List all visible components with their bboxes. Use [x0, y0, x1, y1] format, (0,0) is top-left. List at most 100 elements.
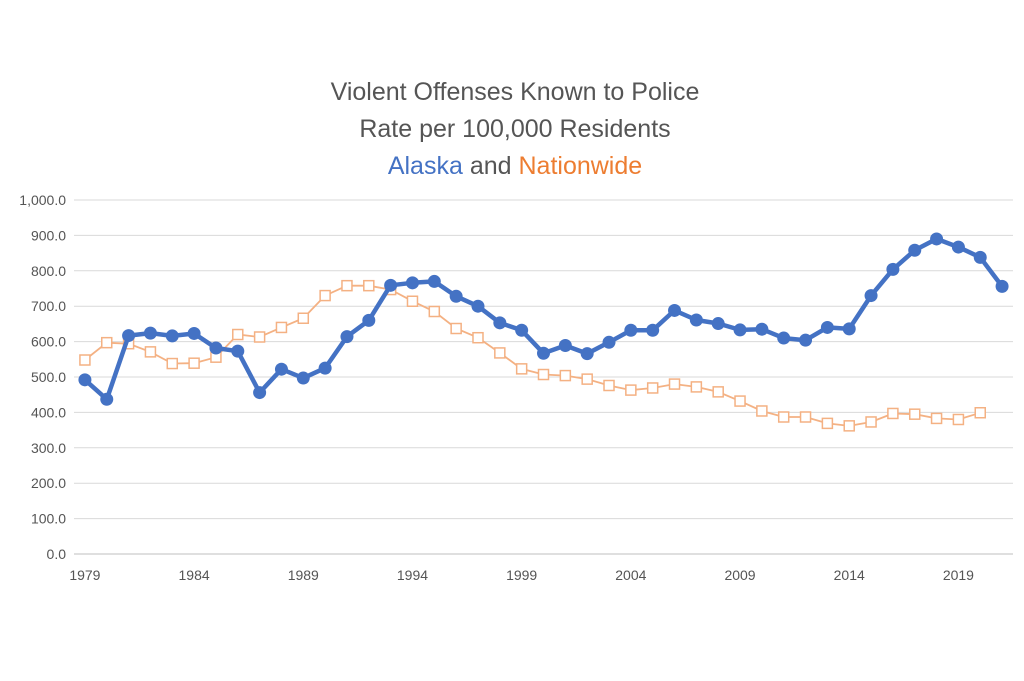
point-alaska	[296, 371, 310, 385]
point-nationwide	[974, 407, 986, 419]
point-alaska	[711, 317, 725, 331]
point-nationwide	[144, 346, 157, 358]
y-tick-label: 100.0	[31, 511, 66, 527]
point-nationwide	[712, 386, 724, 398]
point-nationwide	[297, 312, 310, 324]
point-nationwide	[319, 289, 331, 302]
y-tick-label: 500.0	[31, 369, 66, 385]
point-alaska	[209, 341, 223, 355]
point-alaska	[951, 240, 965, 254]
point-alaska	[231, 344, 245, 358]
point-alaska	[689, 313, 703, 327]
point-nationwide	[166, 357, 179, 370]
point-nationwide	[406, 295, 419, 307]
point-alaska	[733, 323, 747, 337]
chart-subtitle: Rate per 100,000 Residents	[359, 115, 671, 143]
y-tick-label: 800.0	[31, 263, 66, 279]
x-tick-label: 2009	[724, 567, 755, 583]
point-alaska	[100, 392, 114, 406]
series	[78, 232, 1009, 432]
point-nationwide	[930, 412, 943, 425]
point-nationwide	[275, 321, 288, 334]
point-alaska	[384, 278, 398, 292]
point-alaska	[930, 232, 944, 246]
point-alaska	[602, 335, 616, 349]
x-tick-label: 2014	[834, 567, 865, 583]
point-alaska	[78, 373, 92, 387]
point-nationwide	[494, 347, 506, 359]
point-nationwide	[253, 331, 266, 343]
point-nationwide	[559, 369, 572, 382]
y-tick-label: 1,000.0	[19, 192, 66, 208]
point-nationwide	[865, 416, 877, 428]
point-nationwide	[756, 405, 768, 417]
point-nationwide	[908, 408, 921, 420]
point-nationwide	[472, 331, 484, 344]
y-tick-label: 900.0	[31, 227, 66, 243]
point-alaska	[646, 323, 660, 337]
point-alaska	[668, 303, 682, 317]
point-alaska	[253, 386, 267, 400]
point-nationwide	[428, 305, 441, 318]
x-tick-label: 2019	[943, 567, 974, 583]
tick-labels: 0.0 100.0 200.0 300.0 400.0 500.0 600.0 700.0 80…	[19, 192, 974, 583]
point-nationwide	[952, 413, 965, 426]
y-tick-label: 200.0	[31, 475, 66, 491]
legend-alaska: Alaska	[387, 152, 463, 180]
chart-title-block: Violent Offenses Known to Police Rate pe…	[0, 74, 1024, 185]
point-alaska	[122, 329, 136, 343]
point-nationwide	[515, 363, 528, 375]
point-alaska	[427, 274, 441, 288]
point-nationwide	[646, 382, 659, 394]
y-tick-label: 0.0	[47, 546, 67, 562]
point-nationwide	[821, 417, 834, 430]
point-alaska	[820, 320, 834, 334]
point-nationwide	[603, 379, 615, 392]
x-tick-label: 1999	[506, 567, 537, 583]
point-alaska	[318, 361, 332, 375]
point-alaska	[799, 333, 813, 347]
point-alaska	[842, 322, 856, 336]
point-nationwide	[450, 322, 462, 335]
point-alaska	[777, 331, 791, 345]
legend-connector: and	[469, 152, 512, 180]
point-alaska	[755, 322, 769, 336]
y-tick-label: 400.0	[31, 404, 66, 420]
point-nationwide	[581, 373, 593, 385]
point-alaska	[165, 329, 179, 343]
point-alaska	[995, 279, 1009, 293]
point-alaska	[362, 313, 376, 327]
y-tick-label: 300.0	[31, 440, 66, 456]
point-nationwide	[734, 395, 746, 407]
point-alaska	[449, 289, 463, 303]
point-alaska	[886, 262, 900, 276]
x-tick-label: 1989	[288, 567, 319, 583]
point-nationwide	[188, 357, 200, 369]
point-alaska	[515, 323, 529, 337]
point-nationwide	[799, 411, 812, 423]
point-alaska	[864, 289, 878, 303]
point-alaska	[558, 338, 572, 352]
y-tick-label: 700.0	[31, 298, 66, 314]
y-tick-label: 600.0	[31, 334, 66, 350]
point-nationwide	[232, 328, 244, 341]
chart-legend-line: Alaska and Nationwide	[0, 148, 1024, 185]
point-nationwide	[668, 378, 681, 390]
point-alaska	[624, 323, 638, 337]
x-tick-label: 1994	[397, 567, 428, 583]
point-alaska	[405, 276, 419, 290]
point-nationwide	[537, 368, 550, 381]
point-nationwide	[101, 336, 113, 349]
point-alaska	[274, 362, 288, 376]
chart-title: Violent Offenses Known to Police	[330, 78, 700, 106]
legend-nationwide: Nationwide	[518, 152, 643, 180]
point-nationwide	[690, 381, 703, 393]
point-alaska	[340, 330, 354, 344]
point-alaska	[187, 326, 201, 340]
point-nationwide	[777, 411, 790, 423]
point-nationwide	[79, 354, 91, 366]
point-alaska	[143, 326, 157, 340]
point-alaska	[471, 299, 485, 313]
x-tick-label: 2004	[615, 567, 646, 583]
